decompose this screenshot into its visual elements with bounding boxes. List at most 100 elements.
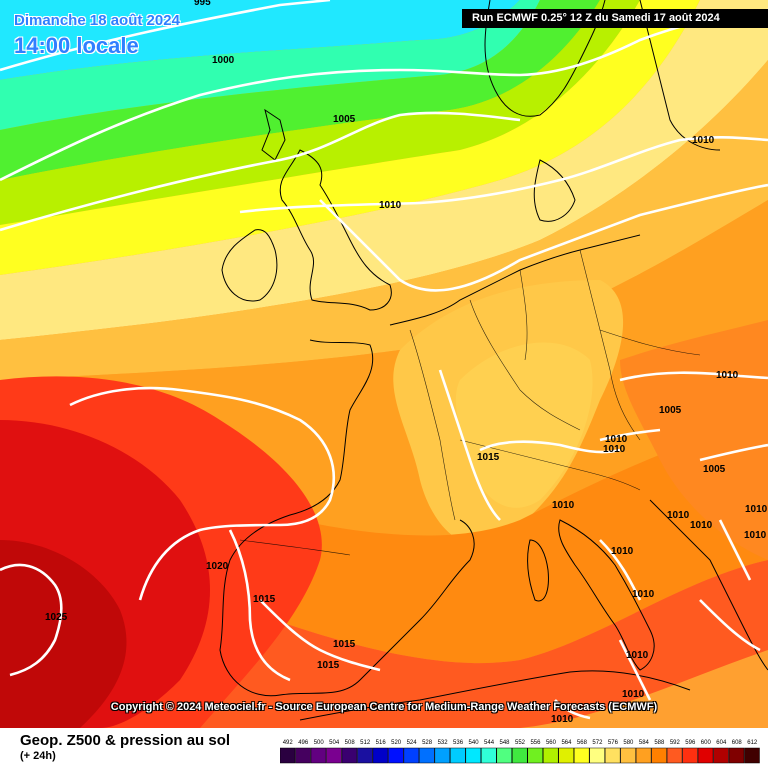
legend-tick-label: 596	[685, 740, 696, 746]
legend-tick-label: 592	[670, 740, 681, 746]
isobar-label: 1015	[253, 594, 276, 605]
isobar-label: 1010	[603, 444, 626, 455]
isobar-label: 1025	[45, 612, 68, 623]
copyright-text: Copyright © 2024 Meteociel.fr - Source E…	[110, 701, 658, 713]
legend-swatch	[419, 747, 435, 764]
legend-tick-label: 600	[701, 740, 712, 746]
isobar-label: 1010	[551, 714, 574, 725]
legend-swatch	[728, 747, 745, 764]
legend-swatch	[589, 747, 605, 764]
borders	[239, 249, 701, 556]
legend-tick-label: 604	[716, 740, 727, 746]
legend-tick-label: 540	[469, 740, 480, 746]
legend-swatch	[434, 747, 451, 764]
isobar-label: 1005	[333, 114, 356, 125]
isobar-label: 1015	[477, 452, 500, 463]
isobar-label: 1015	[333, 639, 356, 650]
legend-swatch	[450, 747, 466, 764]
isobar-label: 1010	[744, 530, 767, 541]
legend-tick-label: 528	[422, 740, 433, 746]
isobar-label: 1010	[605, 434, 628, 445]
legend-tick-label: 568	[577, 740, 588, 746]
legend-swatch	[372, 747, 389, 764]
isobar-label: 1010	[611, 546, 634, 557]
legend-tick-label: 580	[623, 740, 634, 746]
forecast-time: 14:00 locale	[14, 33, 139, 58]
legend-tick-label: 584	[639, 740, 650, 746]
legend-swatch	[620, 747, 636, 764]
legend-swatch	[542, 747, 559, 764]
legend-swatch	[310, 747, 327, 764]
isobars	[0, 0, 768, 720]
legend-tick-label: 572	[592, 740, 603, 746]
weather-map: 995 1000 1005 1010 1010 1010 1015 1010 1…	[0, 0, 768, 728]
band-inner-yellow2	[455, 342, 593, 508]
legend-tick-label: 496	[298, 740, 309, 746]
isobar-label: 1020	[206, 561, 229, 572]
legend-swatch	[635, 747, 652, 764]
legend-swatch	[512, 747, 528, 764]
legend-tick-label: 588	[654, 740, 665, 746]
legend-tick-label: 504	[329, 740, 340, 746]
isobar-label: 1010	[626, 650, 649, 661]
legend-swatch	[651, 747, 667, 764]
legend-swatch	[496, 747, 513, 764]
legend-swatch	[558, 747, 574, 764]
legend-tick-label: 492	[283, 740, 294, 746]
isobar-label: 1015	[317, 660, 340, 671]
band-cyan	[0, 0, 520, 80]
isobar-label: 1010	[690, 520, 713, 531]
band-yellowgreen	[0, 0, 640, 225]
isobar-label: 1010	[632, 589, 655, 600]
legend-tick-label: 556	[530, 740, 541, 746]
isobar-label: 1010	[692, 135, 715, 146]
band-yellow	[0, 0, 700, 275]
map-subtitle: (+ 24h)	[20, 750, 56, 762]
legend-tick-label: 536	[453, 740, 464, 746]
legend-tick-label: 548	[500, 740, 511, 746]
legend-tick-label: 564	[561, 740, 572, 746]
isobar-label: 1010	[552, 500, 575, 511]
legend-swatch	[682, 747, 698, 764]
legend-swatch	[697, 747, 714, 764]
map-title: Geop. Z500 & pression au sol	[20, 732, 231, 749]
legend-swatch	[604, 747, 621, 764]
legend-swatch	[357, 747, 373, 764]
legend-tick-label: 612	[747, 740, 758, 746]
legend-swatch	[280, 747, 296, 764]
band-east-orange	[620, 320, 768, 560]
legend-tick-label: 512	[360, 740, 371, 746]
legend-swatch	[341, 747, 358, 764]
band-teal	[0, 0, 540, 130]
isobar-label: 995	[194, 0, 211, 8]
forecast-date: Dimanche 18 août 2024	[14, 12, 180, 29]
legend-tick-label: 608	[732, 740, 743, 746]
legend-tick-label: 520	[391, 740, 402, 746]
isobar-label: 1000	[212, 55, 235, 66]
legend-tick-label: 560	[546, 740, 557, 746]
legend-swatch	[573, 747, 590, 764]
legend-swatch	[388, 747, 404, 764]
legend-tick-label: 544	[484, 740, 495, 746]
isobar-label: 1010	[379, 200, 402, 211]
legend-swatch	[666, 747, 683, 764]
legend-swatch	[744, 747, 760, 764]
isobar-label: 1005	[703, 464, 726, 475]
color-legend: 492 496 500 504 508 512 516 520 524 528 532 536 540 5…	[280, 740, 760, 764]
run-info: Run ECMWF 0.25° 12 Z du Samedi 17 août 2…	[462, 9, 768, 28]
band-green	[0, 0, 600, 180]
legend-tick-label: 532	[438, 740, 449, 746]
band-lightyellow	[0, 0, 768, 340]
legend-swatch	[481, 747, 497, 764]
legend-swatch	[326, 747, 342, 764]
legend-swatch	[527, 747, 543, 764]
legend-tick-label: 552	[515, 740, 526, 746]
legend-swatch	[713, 747, 729, 764]
legend-tick-label: 508	[345, 740, 356, 746]
legend-swatch	[295, 747, 311, 764]
legend-tick-label: 576	[608, 740, 619, 746]
isobar-label: 1010	[716, 370, 739, 381]
legend-tick-label: 524	[407, 740, 418, 746]
isobar-label: 1010	[667, 510, 690, 521]
isobar-label: 1010	[745, 504, 768, 515]
